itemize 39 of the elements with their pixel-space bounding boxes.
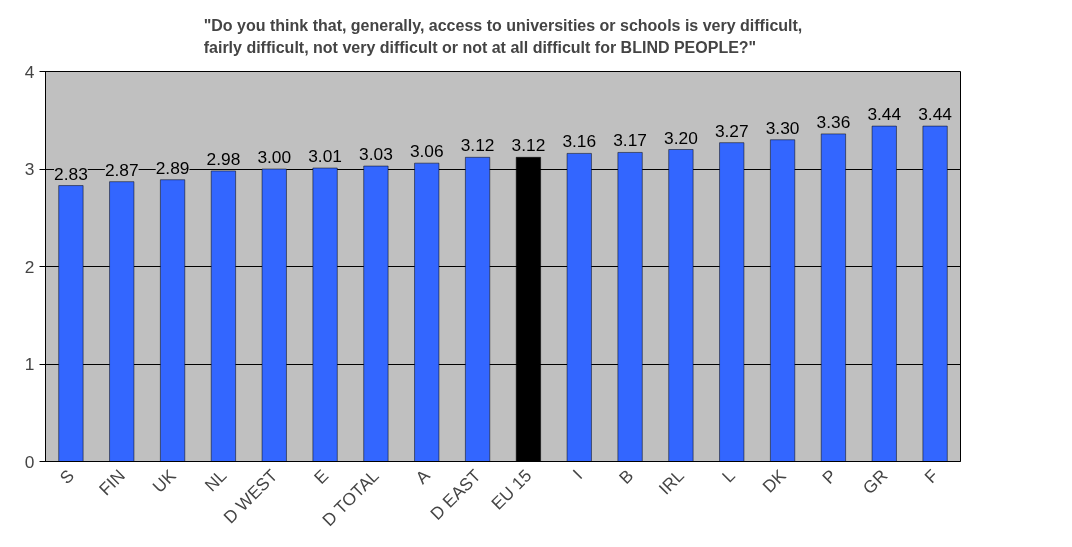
- x-tick-label: I: [568, 465, 587, 483]
- data-label: 3.06: [409, 141, 444, 162]
- data-label: 3.00: [257, 147, 292, 167]
- data-label: 3.27: [714, 120, 749, 141]
- x-tick-label: UK: [148, 465, 180, 497]
- data-label: 2.83: [54, 163, 88, 184]
- data-label: 3.20: [664, 127, 698, 148]
- data-label: 2.98: [206, 148, 241, 169]
- x-tick-label: GR: [858, 465, 892, 498]
- data-label: 3.30: [765, 117, 800, 138]
- data-label: 3.12: [511, 135, 546, 156]
- x-tick-label: L: [717, 465, 740, 487]
- x-tick-label: DK: [758, 465, 790, 497]
- chart-title: "Do you think that, generally, access to universities or schools is very difficult, fairly difficult, not very difficult or not at all difficult for BLIND PEOPLE?": [203, 17, 803, 57]
- data-label: 3.17: [613, 130, 647, 151]
- data-label: 3.44: [867, 104, 902, 125]
- data-label: 2.89: [155, 157, 190, 178]
- y-tick-label: 4: [24, 61, 35, 82]
- x-tick-label: F: [920, 465, 943, 488]
- data-label: 3.16: [562, 131, 597, 152]
- data-label: 2.87: [104, 159, 139, 180]
- y-tick-label: 3: [24, 159, 35, 179]
- y-tick-label: 0: [24, 451, 35, 472]
- x-tick-label: NL: [200, 465, 231, 496]
- x-tick-label: EU 15: [487, 465, 536, 514]
- data-label: 3.03: [359, 144, 393, 165]
- data-label: 3.12: [460, 135, 495, 156]
- x-tick-label: S: [55, 465, 78, 488]
- y-tick-label: 1: [24, 354, 35, 374]
- data-label: 3.36: [816, 111, 851, 132]
- data-label: 3.44: [918, 104, 953, 125]
- x-tick-label: IRL: [654, 465, 689, 499]
- x-tick-label: FIN: [94, 465, 129, 500]
- x-tick-label: P: [818, 465, 841, 488]
- y-tick-label: 2: [24, 256, 35, 277]
- x-tick-label: A: [411, 465, 435, 488]
- x-tick-label: E: [309, 465, 333, 488]
- x-tick-label: B: [614, 465, 638, 488]
- data-label: 3.01: [308, 146, 342, 167]
